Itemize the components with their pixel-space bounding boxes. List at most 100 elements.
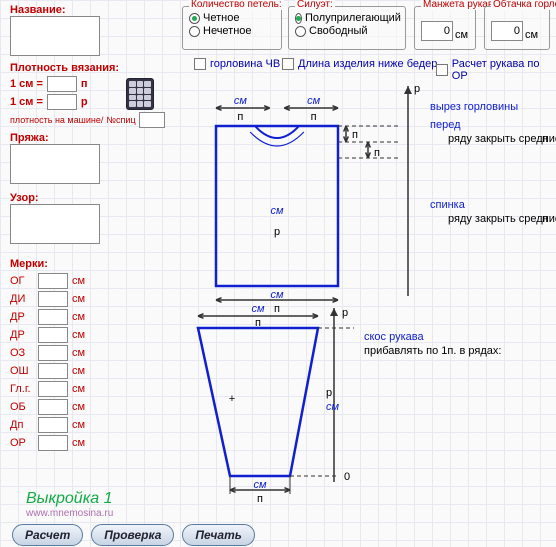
merki-row-др: ДР см bbox=[10, 326, 85, 344]
cb-sleeve-by-or[interactable]: Расчет рукава по ОР bbox=[436, 58, 556, 82]
merki-row-ог: ОГ см bbox=[10, 272, 85, 290]
svg-text:прибавлять по 1п. в рядах:: прибавлять по 1п. в рядах: bbox=[364, 345, 501, 357]
svg-text:см: см bbox=[270, 289, 284, 301]
merki-unit: см bbox=[72, 419, 85, 431]
svg-text:п: п bbox=[352, 129, 358, 141]
density-p-input[interactable] bbox=[47, 76, 77, 92]
svg-text:0: 0 bbox=[344, 471, 350, 483]
merki-row-об: ОБсм bbox=[10, 398, 85, 416]
merki-input-ор[interactable] bbox=[38, 435, 68, 451]
yarn-input[interactable] bbox=[10, 144, 100, 184]
merki-row-гл.г.: Гл.г.см bbox=[10, 380, 85, 398]
merki-row-дп: Дп см bbox=[10, 416, 85, 434]
merki-row-ош: ОШсм bbox=[10, 362, 85, 380]
merki-input-оз[interactable] bbox=[38, 345, 68, 361]
footer-url: www.mnemosina.ru bbox=[26, 508, 113, 519]
density-row2-r: р bbox=[81, 96, 88, 108]
cuff-unit: см bbox=[455, 29, 468, 41]
merki-unit: см bbox=[72, 437, 85, 449]
svg-text:+: + bbox=[229, 393, 235, 405]
pattern-label: Узор: bbox=[10, 192, 100, 204]
merki-unit: см bbox=[72, 401, 85, 413]
print-button[interactable]: Печать bbox=[182, 524, 254, 546]
check-button[interactable]: Проверка bbox=[91, 524, 174, 546]
yarn-label: Пряжа: bbox=[10, 132, 100, 144]
svg-text:см: см bbox=[307, 95, 321, 107]
svg-text:см: см bbox=[326, 401, 340, 413]
merki-label: ОР bbox=[10, 437, 34, 449]
svg-text:п: п bbox=[274, 303, 280, 315]
svg-text:п: п bbox=[257, 493, 263, 505]
density-title: Плотность вязания: bbox=[10, 62, 165, 74]
cuff-input[interactable] bbox=[421, 21, 453, 41]
cb-length-below-hips[interactable]: Длина изделия ниже бедер bbox=[282, 58, 437, 70]
merki-input-др[interactable] bbox=[38, 309, 68, 325]
title-label: Название: bbox=[10, 4, 100, 16]
merki-title: Мерки: bbox=[10, 258, 85, 270]
svg-text:ряду закрыть средние: ряду закрыть средние bbox=[448, 133, 556, 145]
silhouette-semi-radio[interactable]: Полуприлегающий bbox=[295, 12, 399, 24]
merki-unit: см bbox=[72, 383, 85, 395]
merki-unit: см bbox=[72, 275, 85, 287]
merki-input-дп[interactable] bbox=[38, 417, 68, 433]
svg-text:спинка: спинка bbox=[430, 199, 466, 211]
silhouette-group: Силуэт: Полуприлегающий Свободный bbox=[288, 6, 406, 50]
merki-input-др[interactable] bbox=[38, 327, 68, 343]
svg-text:вырез горловины: вырез горловины bbox=[430, 101, 518, 113]
svg-text:см: см bbox=[253, 479, 267, 491]
cuff-group: Манжета рукава: см bbox=[414, 6, 476, 50]
neckband-input[interactable] bbox=[491, 21, 523, 41]
neckband-group: Обтачка горловины: см bbox=[484, 6, 550, 50]
merki-input-ош[interactable] bbox=[38, 363, 68, 379]
cb-neckline[interactable]: горловина ЧВ bbox=[194, 58, 280, 70]
neckband-unit: см bbox=[525, 29, 538, 41]
merki-label: ОГ bbox=[10, 275, 34, 287]
stitch-count-group: Количество петель: Четное Нечетное bbox=[182, 6, 282, 50]
merki-input-ог[interactable] bbox=[38, 273, 68, 289]
merki-label: ДР bbox=[10, 329, 34, 341]
svg-text:р: р bbox=[274, 226, 280, 238]
merki-unit: см bbox=[72, 329, 85, 341]
merki-row-др: ДРсм bbox=[10, 308, 85, 326]
merki-input-ди[interactable] bbox=[38, 291, 68, 307]
density-machine-input[interactable] bbox=[139, 112, 165, 128]
density-row1-r: п bbox=[81, 78, 88, 90]
merki-unit: см bbox=[72, 311, 85, 323]
svg-text:п: п bbox=[237, 111, 243, 123]
silhouette-free-radio[interactable]: Свободный bbox=[295, 25, 399, 37]
keypad-icon[interactable] bbox=[126, 78, 154, 110]
svg-text:см: см bbox=[251, 303, 265, 315]
merki-unit: см bbox=[72, 293, 85, 305]
silhouette-title: Силуэт: bbox=[295, 0, 335, 10]
merki-label: ОЗ bbox=[10, 347, 34, 359]
merki-input-об[interactable] bbox=[38, 399, 68, 415]
calc-button[interactable]: Расчет bbox=[12, 524, 83, 546]
density-row1-l: 1 см = bbox=[10, 78, 43, 90]
svg-text:ряду закрыть средние: ряду закрыть средние bbox=[448, 213, 556, 225]
svg-text:р: р bbox=[342, 307, 348, 319]
title-input[interactable] bbox=[10, 16, 100, 56]
svg-text:см: см bbox=[270, 205, 284, 217]
svg-text:р: р bbox=[414, 83, 420, 95]
merki-label: Дп bbox=[10, 419, 34, 431]
svg-text:п: п bbox=[255, 317, 261, 329]
merki-input-гл.г.[interactable] bbox=[38, 381, 68, 397]
merki-unit: см bbox=[72, 347, 85, 359]
merki-label: ДИ bbox=[10, 293, 34, 305]
stitch-count-title: Количество петель: bbox=[189, 0, 284, 10]
footer-title: Выкройка 1 bbox=[26, 490, 113, 508]
stitch-even-radio[interactable]: Четное bbox=[189, 12, 275, 24]
svg-text:р: р bbox=[326, 387, 332, 399]
density-row2-l: 1 см = bbox=[10, 96, 43, 108]
svg-text:скос рукава: скос рукава bbox=[364, 331, 424, 343]
stitch-odd-radio[interactable]: Нечетное bbox=[189, 25, 275, 37]
merki-row-ор: ОР см bbox=[10, 434, 85, 452]
neckband-title: Обтачка горловины: bbox=[491, 0, 556, 10]
merki-row-ди: ДИ см bbox=[10, 290, 85, 308]
density-sub2: №спиц bbox=[106, 115, 135, 125]
svg-text:п: п bbox=[311, 111, 317, 123]
svg-text:п: п bbox=[542, 133, 548, 145]
svg-text:п: п bbox=[542, 213, 548, 225]
pattern-input[interactable] bbox=[10, 204, 100, 244]
density-r-input[interactable] bbox=[47, 94, 77, 110]
